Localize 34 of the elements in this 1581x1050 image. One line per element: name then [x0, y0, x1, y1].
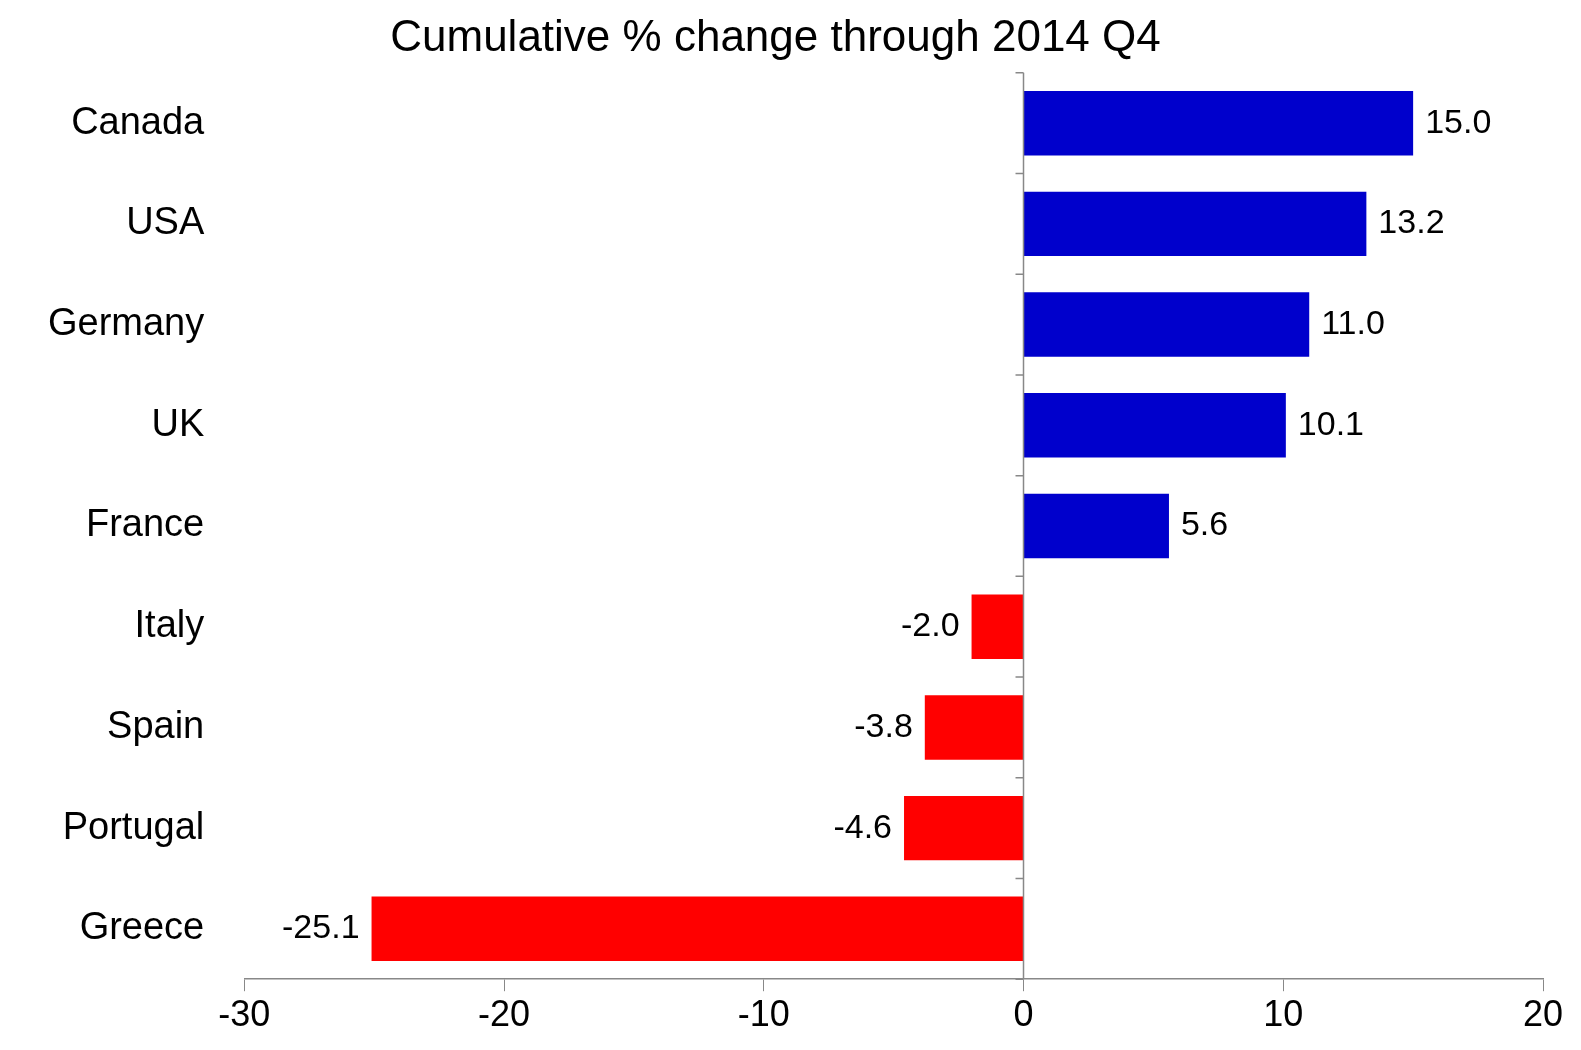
bar	[371, 896, 1024, 962]
x-tick-label: -10	[737, 992, 790, 1034]
x-tick-label: -30	[218, 992, 271, 1034]
bar	[1024, 90, 1414, 156]
y-tick-label: Germany	[47, 301, 205, 344]
y-tick-label: France	[85, 502, 205, 545]
x-tick-label: 20	[1522, 992, 1564, 1034]
bar	[1024, 191, 1367, 257]
data-label: 13.2	[1378, 202, 1445, 241]
bar	[1024, 292, 1310, 357]
y-tick-label: USA	[126, 200, 205, 243]
y-tick-label: Portugal	[62, 804, 205, 847]
x-tick-label: 10	[1263, 992, 1304, 1034]
bar	[924, 695, 1024, 760]
data-label: 11.0	[1321, 302, 1385, 341]
bar	[971, 594, 1024, 659]
y-tick-label: UK	[151, 401, 205, 444]
y-tick-label: Greece	[79, 905, 205, 948]
data-label: -3.8	[854, 705, 913, 744]
bar	[1024, 493, 1169, 559]
y-tick-label: Spain	[107, 703, 205, 746]
x-tick-label: 0	[1013, 992, 1034, 1034]
y-tick-label: Italy	[134, 603, 205, 646]
bar	[1024, 393, 1286, 458]
data-label: 5.6	[1180, 504, 1229, 543]
data-label: 15.0	[1425, 101, 1492, 140]
chart-title: Cumulative % change through 2014 Q4	[390, 10, 1161, 60]
data-label: 10.1	[1297, 403, 1365, 442]
x-tick-label: -20	[478, 992, 531, 1034]
data-label: -2.0	[900, 605, 960, 644]
bar	[904, 795, 1024, 861]
data-label: -4.6	[833, 806, 893, 845]
data-label: -25.1	[282, 907, 360, 946]
y-tick-label: Canada	[71, 99, 206, 142]
